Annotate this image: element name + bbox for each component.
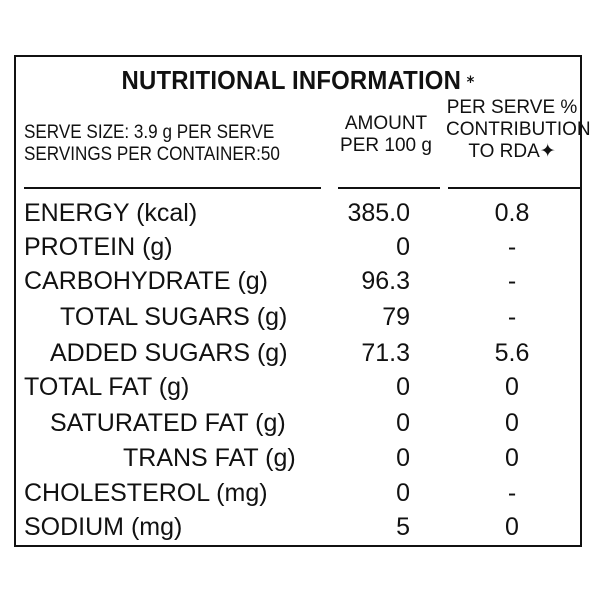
- nutrient-row-saturated-fat: SATURATED FAT (g) 0 0: [16, 405, 580, 441]
- rda-header-line1: PER SERVE %: [446, 97, 578, 118]
- title-mark: ⁎: [466, 70, 475, 87]
- nutrient-amount: 385.0: [347, 199, 410, 227]
- nutrient-row-added-sugars: ADDED SUGARS (g) 71.3 5.6: [16, 335, 580, 371]
- nutrition-panel: NUTRITIONAL INFORMATION ⁎ SERVE SIZE: 3.9…: [14, 55, 591, 547]
- nutrient-amount: 5: [396, 513, 410, 541]
- nutrient-row-cholesterol: CHOLESTEROL (mg) 0 -: [16, 475, 580, 511]
- nutrient-name: SODIUM (mg): [24, 513, 183, 541]
- title-text: NUTRITIONAL INFORMATION: [121, 65, 462, 95]
- nutrient-row-carbohydrate: CARBOHYDRATE (g) 96.3 -: [16, 263, 580, 299]
- nutrient-rda: 0: [505, 409, 519, 437]
- nutrient-rda: -: [507, 233, 517, 261]
- serve-size: SERVE SIZE: 3.9 g PER SERVE: [24, 122, 275, 143]
- nutrient-name: CHOLESTEROL (mg): [24, 479, 268, 507]
- nutrient-name: ADDED SUGARS (g): [50, 339, 288, 367]
- nutrient-name: PROTEIN (g): [24, 233, 173, 261]
- nutrient-name: TRANS FAT (g): [123, 444, 296, 472]
- panel-title: NUTRITIONAL INFORMATION ⁎: [39, 65, 558, 96]
- nutrient-amount: 0: [396, 409, 410, 437]
- nutrient-name: TOTAL SUGARS (g): [60, 303, 288, 331]
- nutrient-row-protein: PROTEIN (g) 0 -: [16, 229, 580, 265]
- nutrient-row-sodium: SODIUM (mg) 5 0: [16, 509, 580, 545]
- nutrient-rda: -: [507, 303, 517, 331]
- amount-column-header: AMOUNT PER 100 g: [338, 113, 434, 157]
- nutrient-rda: 0: [505, 444, 519, 472]
- nutrient-row-total-fat: TOTAL FAT (g) 0 0: [16, 369, 580, 405]
- header-divider-rda: [448, 187, 580, 189]
- amount-header-line2: PER 100 g: [340, 135, 432, 156]
- header-divider-amount: [338, 187, 440, 189]
- nutrient-rda: -: [507, 479, 517, 507]
- nutrient-amount: 71.3: [361, 339, 410, 367]
- rda-header-line3: TO RDA✦: [468, 141, 556, 162]
- nutrient-row-trans-fat: TRANS FAT (g) 0 0: [16, 440, 580, 476]
- rda-header-line2: CONTRIBUTION: [446, 119, 591, 140]
- rda-column-header: PER SERVE % CONTRIBUTION TO RDA✦: [446, 97, 591, 163]
- nutrient-amount: 0: [396, 479, 410, 507]
- nutrient-rda: 0: [505, 513, 519, 541]
- header-divider-left: [24, 187, 321, 189]
- serving-info: SERVE SIZE: 3.9 g PER SERVE SERVINGS PER…: [24, 122, 280, 166]
- nutrient-amount: 0: [396, 233, 410, 261]
- nutrient-amount: 96.3: [361, 267, 410, 295]
- nutrient-rda: 0.8: [494, 199, 530, 227]
- amount-header-line1: AMOUNT: [344, 113, 428, 134]
- nutrient-rda: 0: [505, 373, 519, 401]
- nutrient-name: SATURATED FAT (g): [50, 409, 286, 437]
- nutrient-name: CARBOHYDRATE (g): [24, 267, 269, 295]
- nutrient-row-total-sugars: TOTAL SUGARS (g) 79 -: [16, 299, 580, 335]
- nutrient-name: TOTAL FAT (g): [24, 373, 190, 401]
- nutrient-amount: 79: [382, 303, 410, 331]
- servings-per-container: SERVINGS PER CONTAINER:50: [24, 144, 280, 165]
- nutrient-rda: -: [507, 267, 517, 295]
- nutrient-amount: 0: [396, 373, 410, 401]
- nutrient-amount: 0: [396, 444, 410, 472]
- nutrient-rda: 5.6: [494, 339, 530, 367]
- nutrient-name: ENERGY (kcal): [24, 199, 198, 227]
- nutrient-row-energy: ENERGY (kcal) 385.0 0.8: [16, 195, 580, 231]
